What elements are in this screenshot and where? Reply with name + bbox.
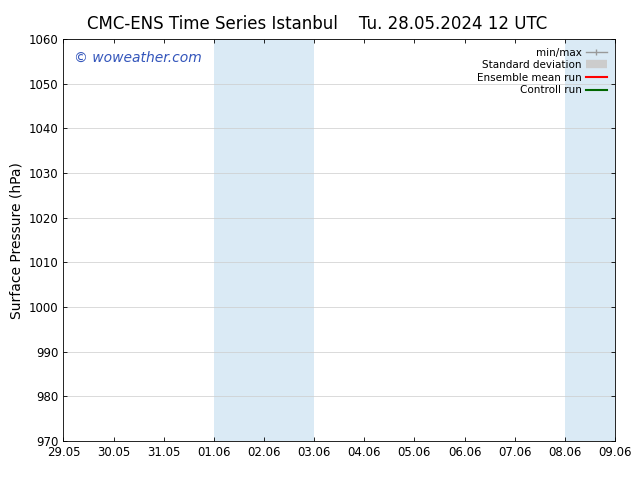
Legend: min/max, Standard deviation, Ensemble mean run, Controll run: min/max, Standard deviation, Ensemble me… <box>474 45 610 98</box>
Bar <box>565 39 615 441</box>
Y-axis label: Surface Pressure (hPa): Surface Pressure (hPa) <box>10 162 23 318</box>
Text: © woweather.com: © woweather.com <box>74 51 202 65</box>
Bar <box>264 39 314 441</box>
Bar <box>214 39 264 441</box>
Text: CMC-ENS Time Series Istanbul    Tu. 28.05.2024 12 UTC: CMC-ENS Time Series Istanbul Tu. 28.05.2… <box>87 15 547 33</box>
